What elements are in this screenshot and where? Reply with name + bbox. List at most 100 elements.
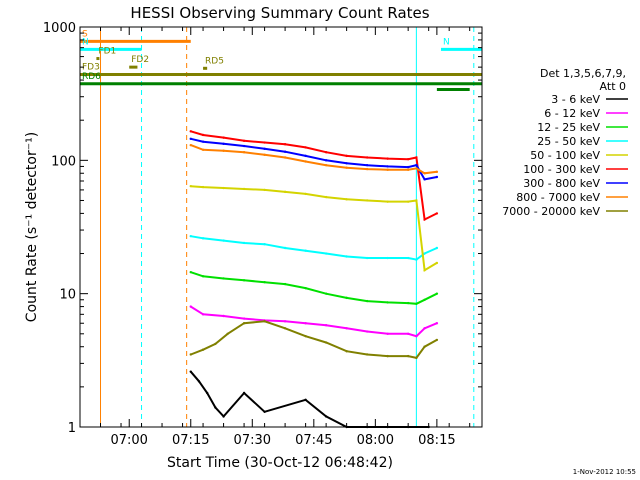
data-point [406,157,410,161]
data-point [415,156,418,159]
data-point [423,345,426,348]
x-tick-label: 08:15 [418,433,455,448]
data-point [201,133,205,137]
legend-label: 7000 - 20000 keV [502,205,600,218]
data-point [189,143,192,147]
data-point [283,190,287,194]
data-point [189,234,192,238]
data-point [435,212,439,215]
plot-frame [79,26,483,428]
legend-label: 800 - 7000 keV [516,191,600,204]
data-point [345,327,348,330]
data-point [406,165,410,169]
legend-label: 3 - 6 keV [551,93,600,106]
x-tick-label: 08:00 [357,433,394,448]
flag-label: FD3 [82,63,100,73]
data-point [304,398,307,401]
data-point [345,198,348,201]
data-point [365,330,369,333]
data-point [189,305,192,308]
data-point [222,136,225,139]
flag-label: FD2 [131,55,149,65]
data-point [423,298,426,301]
data-point [386,168,389,171]
data-point [406,301,410,305]
data-point [406,256,410,260]
data-point [283,282,287,286]
data-point [189,130,192,133]
chart-title: HESSI Observing Summary Count Rates [130,4,429,22]
data-point [205,391,209,395]
flag-label: N [82,37,89,47]
legend-label: 50 - 100 keV [530,149,600,162]
data-point [324,292,328,295]
data-point [304,334,307,338]
data-point [345,350,348,353]
y-axis: 1 10 100 1000 [43,21,482,436]
data-point [386,301,389,304]
data-point [283,320,287,323]
data-point [423,218,426,221]
data-point [415,199,418,202]
data-point [304,322,307,325]
series-line [190,320,438,360]
data-point [423,268,426,272]
x-tick-label: 07:00 [110,433,147,448]
data-point [435,292,439,295]
data-point [386,200,389,203]
data-point [201,148,205,151]
data-point [242,391,246,395]
data-point [201,185,205,189]
data-point [263,147,266,151]
data-point [283,156,287,159]
data-point [189,353,192,356]
data-point [365,353,369,356]
data-point [406,354,410,358]
data-point [324,195,328,199]
data-point [435,175,439,179]
data-point [423,172,426,175]
data-point [415,258,418,261]
series-line [190,235,438,261]
y-tick-label: 1000 [43,21,76,36]
data-point [435,322,439,325]
data-point [435,338,439,342]
data-point [263,242,266,246]
y-tick-label: 1 [68,421,76,436]
data-point [283,246,287,250]
flag-label: RD5 [205,56,224,66]
data-point [406,200,410,203]
data-point [415,302,418,305]
data-point [226,332,229,336]
data-point [345,162,348,165]
data-point [415,163,418,167]
legend-label: 6 - 12 keV [544,107,600,120]
data-point [365,156,369,159]
legend-label: 12 - 25 keV [537,121,600,134]
data-point [324,159,328,162]
data-point [324,163,328,167]
data-point [406,168,410,171]
data-point [242,151,246,154]
data-point [263,141,266,144]
data-point [304,249,307,252]
data-point [222,186,225,190]
data-point [345,255,348,258]
data-point [435,246,439,250]
y-axis-label: Count Rate (s⁻¹ detector⁻¹) [24,132,40,322]
data-point [386,256,389,260]
data-point [345,166,348,169]
data-point [242,139,246,143]
data-point [304,192,307,196]
series-line [190,305,438,338]
data-point [283,143,287,146]
footer-timestamp: 1-Nov-2012 10:55 [573,468,636,476]
data-point [263,188,266,192]
data-point [365,167,369,171]
data-point [222,149,225,152]
x-axis-label: Start Time (30-Oct-12 06:48:42) [167,455,393,471]
data-point [201,237,205,240]
data-point [345,154,348,158]
